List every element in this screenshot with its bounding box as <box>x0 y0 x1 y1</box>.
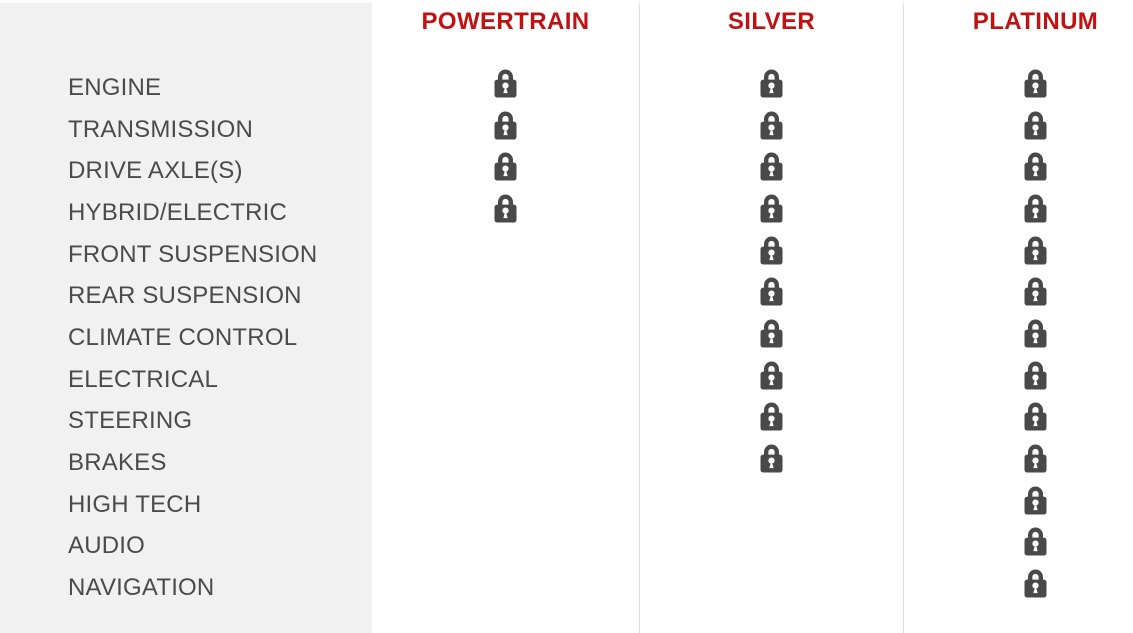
lock-icon <box>1024 111 1047 140</box>
coverage-cell <box>372 317 639 359</box>
lock-icon <box>760 194 783 223</box>
coverage-cell <box>904 442 1133 484</box>
feature-label: ENGINE <box>68 73 162 101</box>
feature-name-column: ENGINE TRANSMISSION DRIVE AXLE(S) HYBRID/EL… <box>0 0 372 633</box>
coverage-cell <box>372 401 639 443</box>
feature-label: AUDIO <box>68 532 146 560</box>
coverage-cell <box>372 526 639 568</box>
coverage-cell <box>640 192 903 234</box>
coverage-cell <box>640 526 903 568</box>
feature-label: TRANSMISSION <box>68 115 254 143</box>
feature-column-header-spacer <box>68 0 372 67</box>
lock-icon <box>1024 402 1047 431</box>
feature-label: REAR SUSPENSION <box>68 282 302 310</box>
coverage-cell <box>904 484 1133 526</box>
lock-icon <box>494 194 517 223</box>
coverage-cell <box>904 67 1133 109</box>
coverage-cell <box>904 192 1133 234</box>
lock-icon <box>760 402 783 431</box>
lock-icon <box>1024 152 1047 181</box>
plan-header-silver: SILVER <box>727 8 816 35</box>
coverage-cell <box>372 67 639 109</box>
lock-icon <box>760 319 783 348</box>
coverage-cell <box>372 442 639 484</box>
lock-icon <box>1024 361 1047 390</box>
coverage-cell <box>372 359 639 401</box>
plan-header-powertrain: POWERTRAIN <box>421 8 590 35</box>
coverage-cell <box>904 401 1133 443</box>
coverage-cell <box>904 109 1133 151</box>
coverage-cell <box>904 234 1133 276</box>
feature-label: HYBRID/ELECTRIC <box>68 198 288 226</box>
coverage-cell <box>372 484 639 526</box>
lock-icon <box>760 236 783 265</box>
lock-icon <box>494 152 517 181</box>
lock-icon <box>1024 236 1047 265</box>
lock-icon <box>1024 527 1047 556</box>
coverage-cell <box>640 234 903 276</box>
lock-icon <box>1024 277 1047 306</box>
coverage-cell <box>640 150 903 192</box>
coverage-cell <box>372 234 639 276</box>
coverage-cell <box>640 317 903 359</box>
lock-icon <box>494 111 517 140</box>
lock-icon <box>760 69 783 98</box>
feature-label: FRONT SUSPENSION <box>68 240 318 268</box>
coverage-cell <box>904 150 1133 192</box>
feature-label: ELECTRICAL <box>68 365 219 393</box>
coverage-cell <box>372 192 639 234</box>
lock-icon <box>760 152 783 181</box>
coverage-cell <box>640 67 903 109</box>
coverage-cell <box>372 150 639 192</box>
lock-icon <box>1024 194 1047 223</box>
lock-icon <box>494 69 517 98</box>
coverage-cell <box>372 109 639 151</box>
coverage-cell <box>904 317 1133 359</box>
lock-icon <box>1024 569 1047 598</box>
plan-column-platinum: PLATINUM <box>903 0 1133 633</box>
feature-label: CLIMATE CONTROL <box>68 323 298 351</box>
coverage-cell <box>640 484 903 526</box>
feature-label: BRAKES <box>68 449 167 477</box>
lock-icon <box>760 277 783 306</box>
coverage-cell <box>640 109 903 151</box>
lock-icon <box>760 444 783 473</box>
lock-icon <box>760 361 783 390</box>
lock-icon <box>1024 319 1047 348</box>
plan-column-powertrain: POWERTRAIN <box>372 0 639 633</box>
feature-label: NAVIGATION <box>68 574 215 602</box>
coverage-cell <box>640 401 903 443</box>
coverage-cell <box>904 567 1133 609</box>
plan-column-silver: SILVER <box>639 0 903 633</box>
coverage-cell <box>904 275 1133 317</box>
feature-label: DRIVE AXLE(S) <box>68 157 243 185</box>
coverage-cell <box>640 359 903 401</box>
coverage-cell <box>640 442 903 484</box>
lock-icon <box>1024 69 1047 98</box>
coverage-cell <box>372 567 639 609</box>
lock-icon <box>1024 486 1047 515</box>
coverage-cell <box>640 275 903 317</box>
coverage-cell <box>640 567 903 609</box>
plan-header-platinum: PLATINUM <box>972 8 1099 35</box>
lock-icon <box>760 111 783 140</box>
feature-label: STEERING <box>68 407 193 435</box>
coverage-cell <box>372 275 639 317</box>
coverage-cell <box>904 526 1133 568</box>
feature-label: HIGH TECH <box>68 490 202 518</box>
lock-icon <box>1024 444 1047 473</box>
coverage-cell <box>904 359 1133 401</box>
